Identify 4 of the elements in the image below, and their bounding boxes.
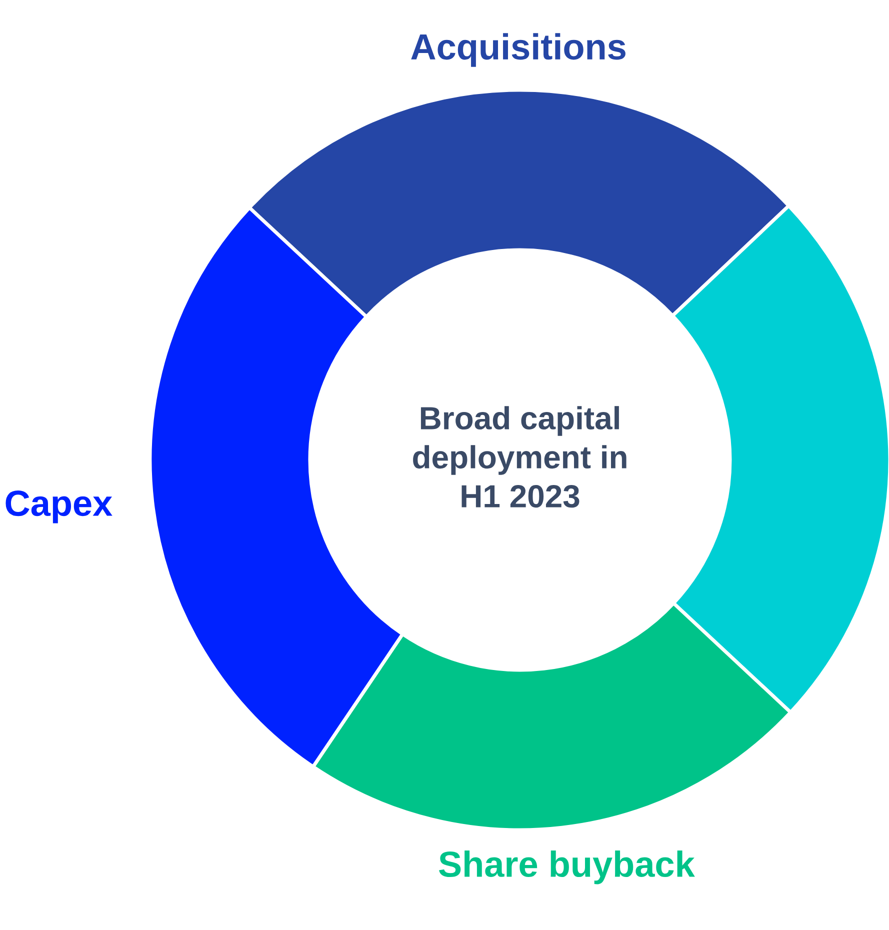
slice-label: Share buyback bbox=[439, 850, 695, 884]
slice-label: Acquisitions bbox=[411, 33, 626, 67]
slice-label: Capex bbox=[6, 490, 112, 524]
text: Broad capital deployment in H1 2023 bbox=[413, 406, 626, 508]
